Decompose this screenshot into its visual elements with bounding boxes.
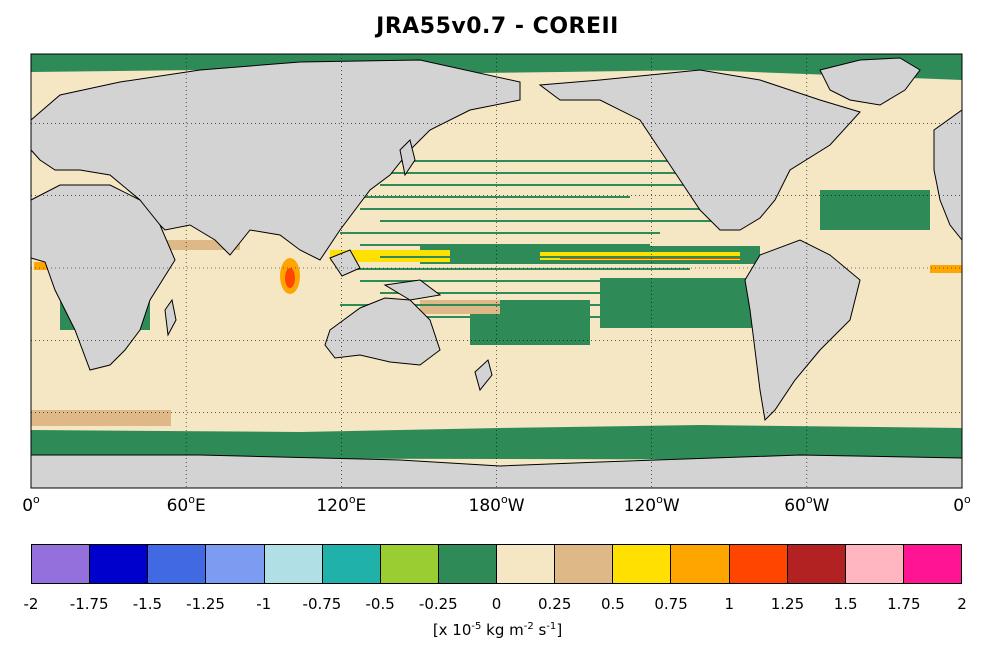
- zonal-streak: [340, 196, 630, 198]
- colorbar-tick-label: -0.75: [302, 595, 342, 613]
- colorbar-tick-label: 1.25: [770, 595, 805, 613]
- greenland: [819, 57, 921, 106]
- zonal-streak: [360, 244, 650, 246]
- atlantic-patch: [820, 190, 930, 230]
- zonal-streak: [360, 208, 740, 210]
- zonal-streak: [360, 280, 680, 282]
- colorbar-swatch: [32, 545, 91, 583]
- colorbar-tick-label: -1.5: [132, 595, 163, 613]
- colorbar-tick-label: 0: [491, 595, 502, 613]
- longitude-tick-label: 60oW: [784, 493, 830, 516]
- longitude-tick-label: 120oE: [316, 493, 367, 516]
- zonal-streak: [340, 268, 690, 270]
- colorbar-tick-label: -2: [23, 595, 39, 613]
- longitude-tick-label: 180oW: [468, 493, 525, 516]
- colorbar-tick-label: -1.75: [69, 595, 109, 613]
- colorbar-swatch: [497, 545, 556, 583]
- south-atlantic-tan: [31, 410, 171, 426]
- colorbar-units: [x 10-5 kg m-2 s-1]: [432, 621, 563, 639]
- zonal-streak: [380, 184, 700, 186]
- colorbar-swatch: [555, 545, 614, 583]
- colorbar-tick-label: 1.75: [887, 595, 921, 613]
- north-america: [538, 69, 861, 231]
- colorbar-swatch: [438, 545, 497, 583]
- south-america: [744, 239, 861, 422]
- longitude-tick-label: 0o: [22, 493, 40, 516]
- map-title: JRA55v0.7 - COREII: [376, 14, 619, 39]
- longitude-tick-label: 120oW: [623, 493, 680, 516]
- colorbar-swatch: [322, 545, 381, 583]
- colorbar-swatch: [264, 545, 323, 583]
- colorbar-tick-label: 2: [957, 595, 967, 613]
- colorbar-swatch: [206, 545, 265, 583]
- zonal-streak: [380, 292, 670, 294]
- zonal-streak: [340, 304, 720, 306]
- zonal-streak: [360, 172, 710, 174]
- colorbar-swatch: [729, 545, 788, 583]
- map-frame: [30, 53, 963, 489]
- map-gridlines: [31, 54, 962, 488]
- longitude-tick-label: 60oE: [166, 493, 206, 516]
- colorbar-tick-label: -0.25: [418, 595, 458, 613]
- colorbar-tick-label: 1: [724, 595, 735, 613]
- southern-strip: [200, 440, 600, 450]
- colorbar-tick-label: 1.5: [833, 595, 858, 613]
- indian-tan: [150, 240, 240, 250]
- zonal-streak: [340, 160, 720, 162]
- colorbar-swatch: [90, 545, 149, 583]
- longitude-tick-label: 0o: [953, 493, 971, 516]
- colorbar-swatch: [613, 545, 672, 583]
- colorbar-tick-label: -1: [256, 595, 272, 613]
- atlantic-orange: [930, 265, 962, 273]
- japan: [399, 139, 416, 177]
- zonal-streak: [380, 220, 730, 222]
- land-masses: [30, 57, 963, 489]
- colorbar-swatch: [671, 545, 730, 583]
- australia: [324, 297, 441, 366]
- zonal-streak: [380, 256, 760, 258]
- colorbar: [31, 544, 962, 584]
- madagascar: [164, 298, 177, 337]
- sumatra-red: [285, 268, 295, 288]
- colorbar-swatch: [148, 545, 207, 583]
- new-guinea: [383, 279, 442, 301]
- colorbar-tick-label: -1.25: [186, 595, 225, 613]
- colorbar-tick-label: 0.5: [600, 595, 625, 613]
- colorbar-swatch: [787, 545, 846, 583]
- eurasia: [30, 59, 521, 261]
- colorbar-swatch: [845, 545, 904, 583]
- colorbar-swatch: [903, 545, 961, 583]
- colorbar-tick-label: -0.5: [365, 595, 395, 613]
- zonal-streak: [360, 316, 710, 318]
- gulf-guinea-orange: [34, 262, 54, 270]
- new-zealand: [474, 359, 493, 392]
- colorbar-tick-label: 0.75: [654, 595, 688, 613]
- colorbar-swatch: [380, 545, 439, 583]
- zonal-streak: [340, 232, 660, 234]
- colorbar-tick-label: 0.25: [537, 595, 572, 613]
- africa: [30, 184, 176, 371]
- coral-sea-tan: [420, 300, 500, 314]
